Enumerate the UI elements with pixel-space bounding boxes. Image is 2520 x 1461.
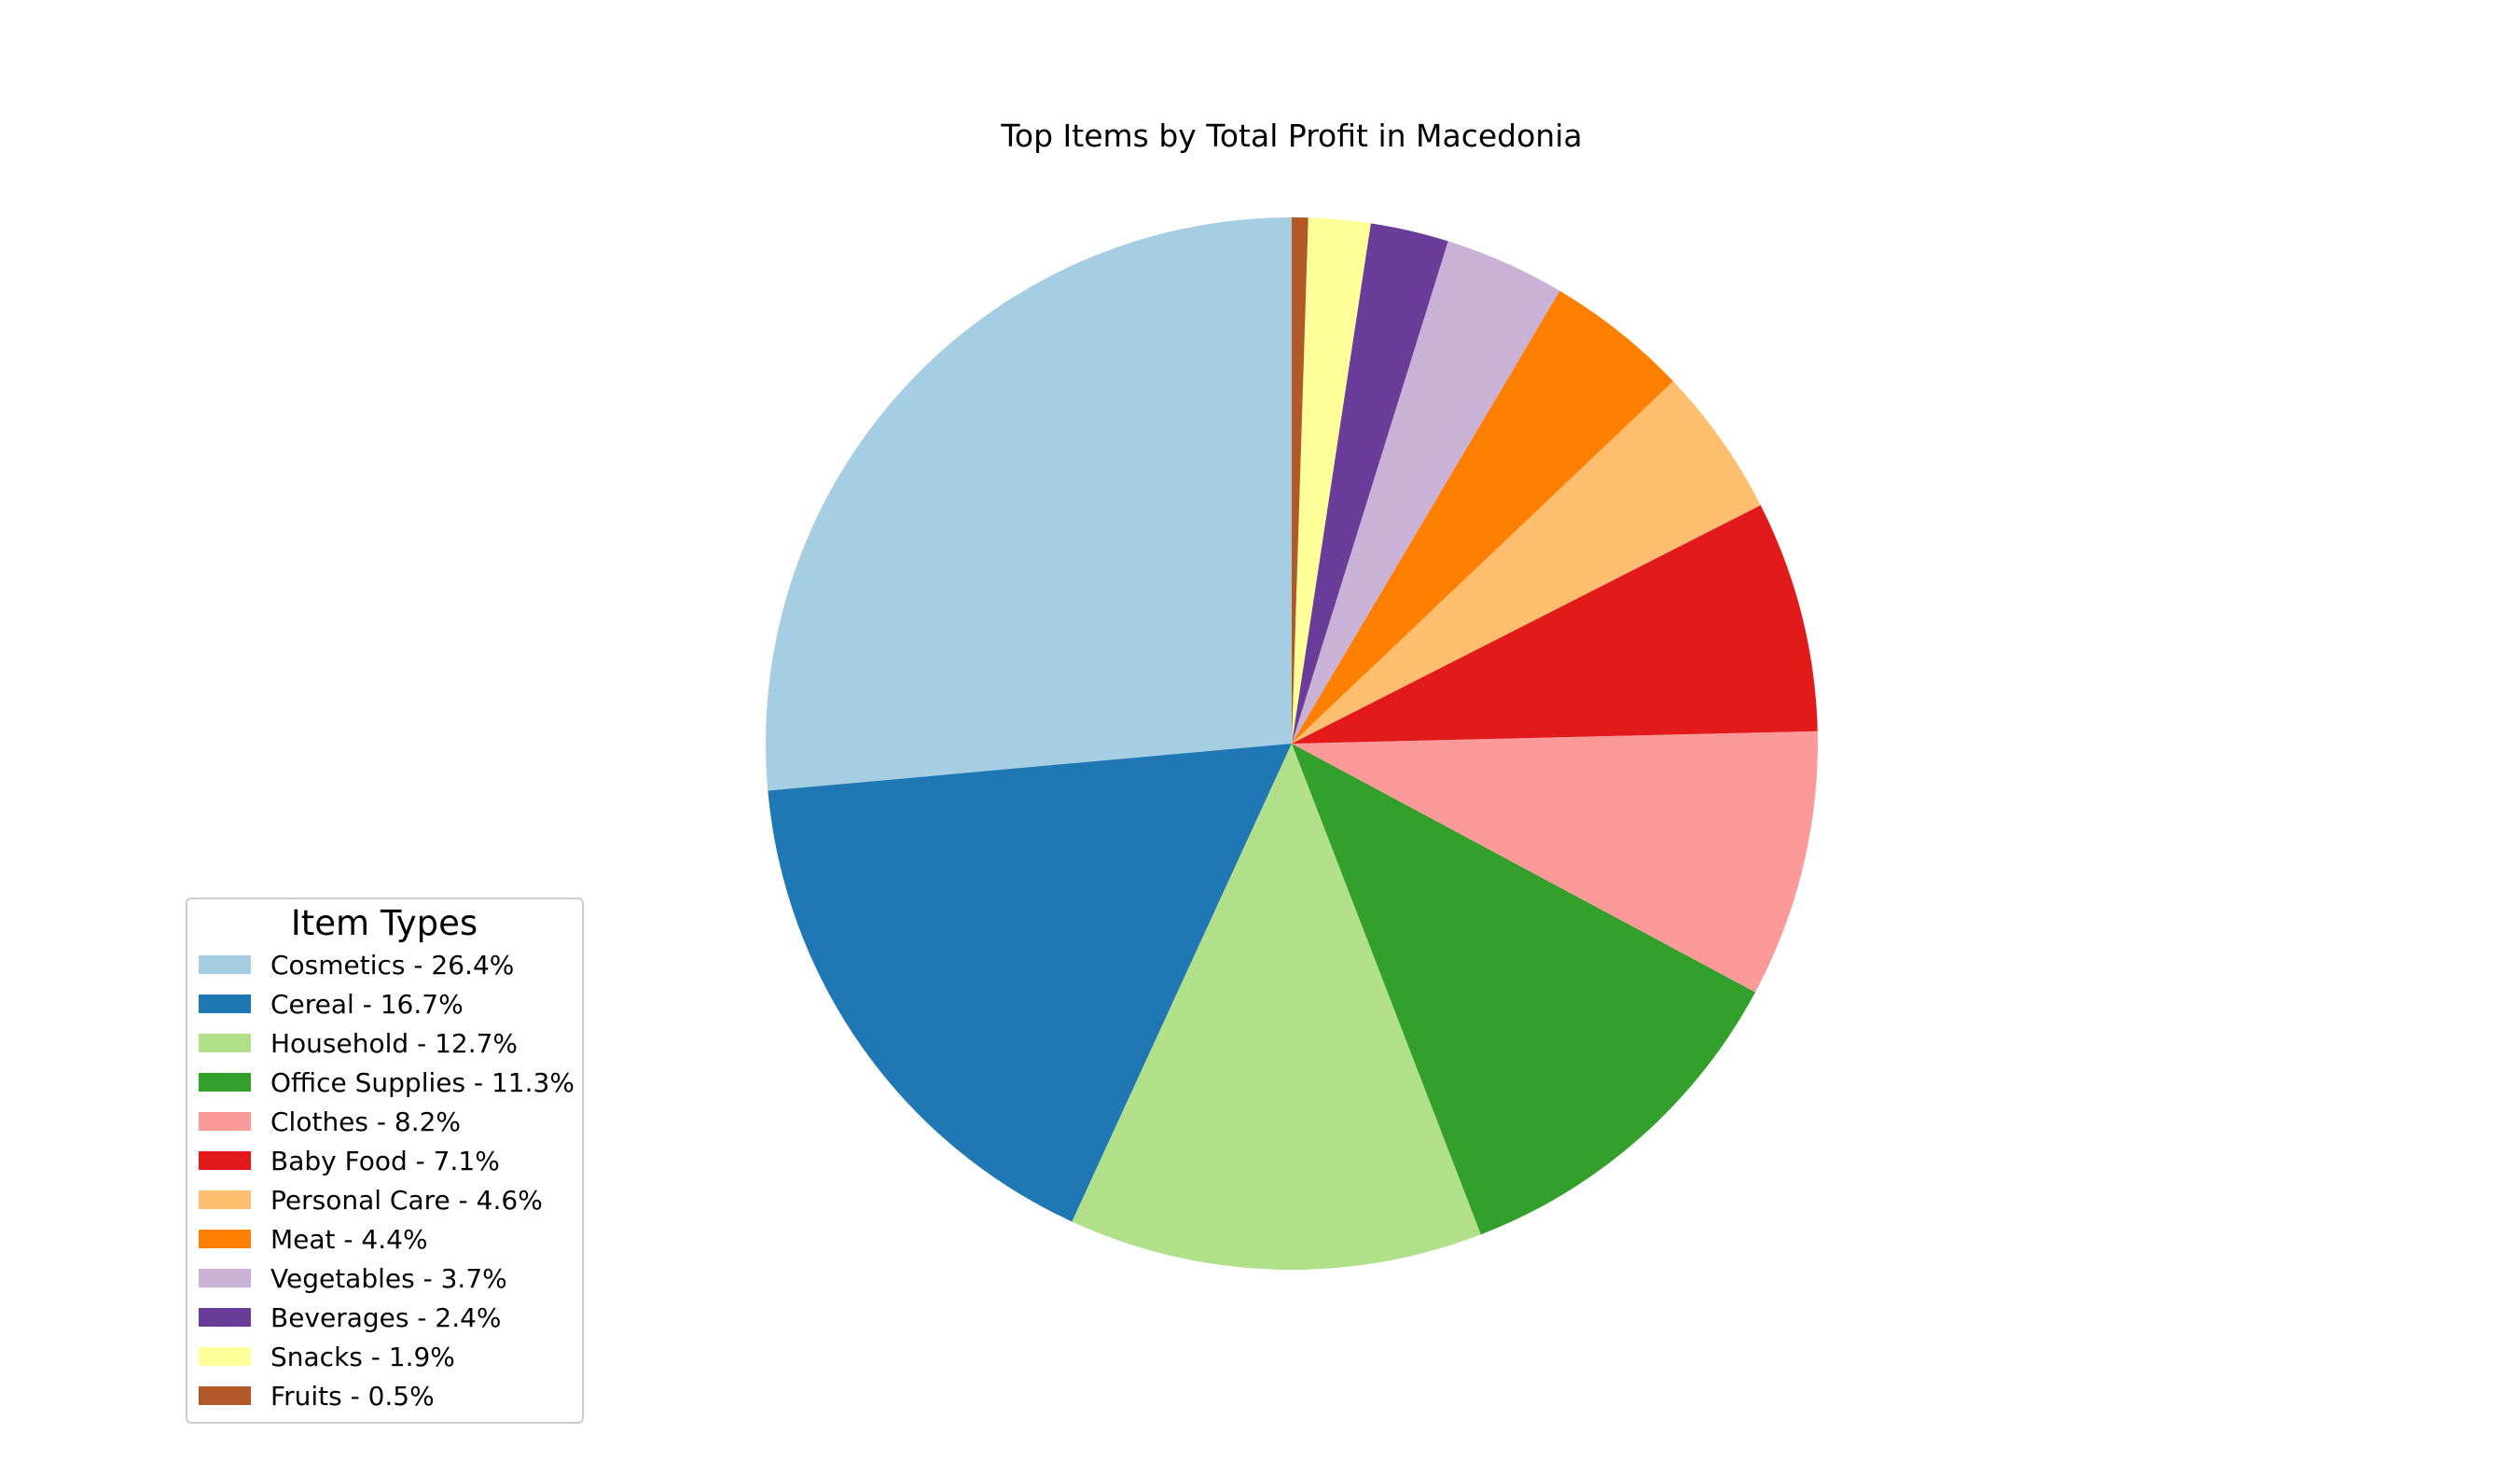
pie-slice-personal-care [1292, 381, 1761, 744]
pie-slice-household [1072, 744, 1481, 1270]
legend-swatch-beverages [199, 1308, 251, 1327]
legend-label-beverages: Beverages - 2.4% [270, 1302, 502, 1333]
legend-swatch-office-supplies [199, 1073, 251, 1092]
pie-slice-fruits [1292, 217, 1308, 744]
legend-label-fruits: Fruits - 0.5% [270, 1381, 435, 1412]
legend-swatch-snacks [199, 1347, 251, 1366]
legend-items: Cosmetics - 26.4% Cereal - 16.7% Household… [199, 950, 575, 1412]
legend-frame [186, 897, 584, 1424]
legend-swatch-cosmetics [199, 955, 251, 974]
legend-label-cosmetics: Cosmetics - 26.4% [270, 950, 514, 981]
legend-swatch-cereal [199, 995, 251, 1013]
legend-label-office-supplies: Office Supplies - 11.3% [270, 1067, 575, 1098]
legend-label-snacks: Snacks - 1.9% [270, 1342, 455, 1372]
legend: Item Types Cosmetics - 26.4% Cereal - 16.… [186, 897, 584, 1424]
legend-swatch-meat [199, 1230, 251, 1248]
pie-slice-office-supplies [1292, 744, 1756, 1235]
pie-slice-cereal [768, 744, 1292, 1222]
legend-swatch-vegetables [199, 1269, 251, 1287]
pie-slice-meat [1292, 290, 1674, 744]
legend-swatch-clothes [199, 1112, 251, 1131]
chart-title: Top Items by Total Profit in Macedonia [1000, 118, 1582, 154]
pie-slice-baby-food [1292, 505, 1818, 744]
legend-label-clothes: Clothes - 8.2% [270, 1106, 461, 1137]
pie-slice-cosmetics [766, 217, 1292, 791]
pie-slices [766, 217, 1818, 1270]
pie-slice-vegetables [1292, 241, 1560, 744]
legend-label-household: Household - 12.7% [270, 1028, 518, 1059]
pie-slice-snacks [1292, 217, 1371, 744]
legend-label-cereal: Cereal - 16.7% [270, 989, 464, 1020]
legend-label-vegetables: Vegetables - 3.7% [270, 1263, 507, 1294]
legend-swatch-household [199, 1034, 251, 1052]
legend-label-baby-food: Baby Food - 7.1% [270, 1146, 500, 1176]
legend-swatch-personal-care [199, 1190, 251, 1209]
legend-title: Item Types [291, 903, 478, 943]
legend-label-meat: Meat - 4.4% [270, 1224, 428, 1255]
pie-slice-beverages [1292, 223, 1448, 744]
pie-slice-clothes [1292, 730, 1818, 993]
legend-label-personal-care: Personal Care - 4.6% [270, 1185, 543, 1216]
legend-swatch-baby-food [199, 1151, 251, 1170]
legend-swatch-fruits [199, 1386, 251, 1405]
